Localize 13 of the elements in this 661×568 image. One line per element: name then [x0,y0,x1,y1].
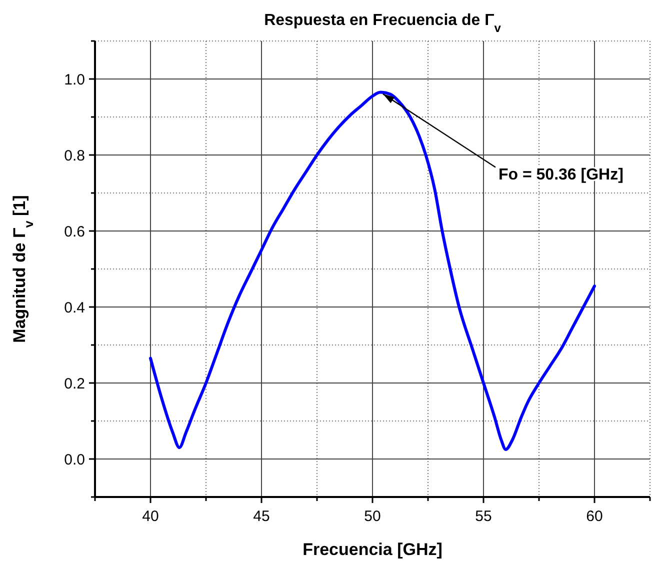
x-tick-label: 60 [586,508,603,525]
x-tick-label: 40 [142,508,159,525]
y-tick-label: 0.6 [64,223,85,240]
x-tick-label: 45 [253,508,270,525]
y-tick-label: 0.0 [64,451,85,468]
chart-title: Respuesta en Frecuencia de Γ$_{v}$ [264,12,502,35]
x-tick-label: 55 [475,508,492,525]
x-axis-title: Frecuencia [GHz] [302,540,442,559]
y-tick-label: 1.0 [64,71,85,88]
x-tick-label: 50 [364,508,381,525]
y-tick-label: 0.2 [64,375,85,392]
y-tick-label: 0.4 [64,299,85,316]
y-tick-label: 0.8 [64,147,85,164]
